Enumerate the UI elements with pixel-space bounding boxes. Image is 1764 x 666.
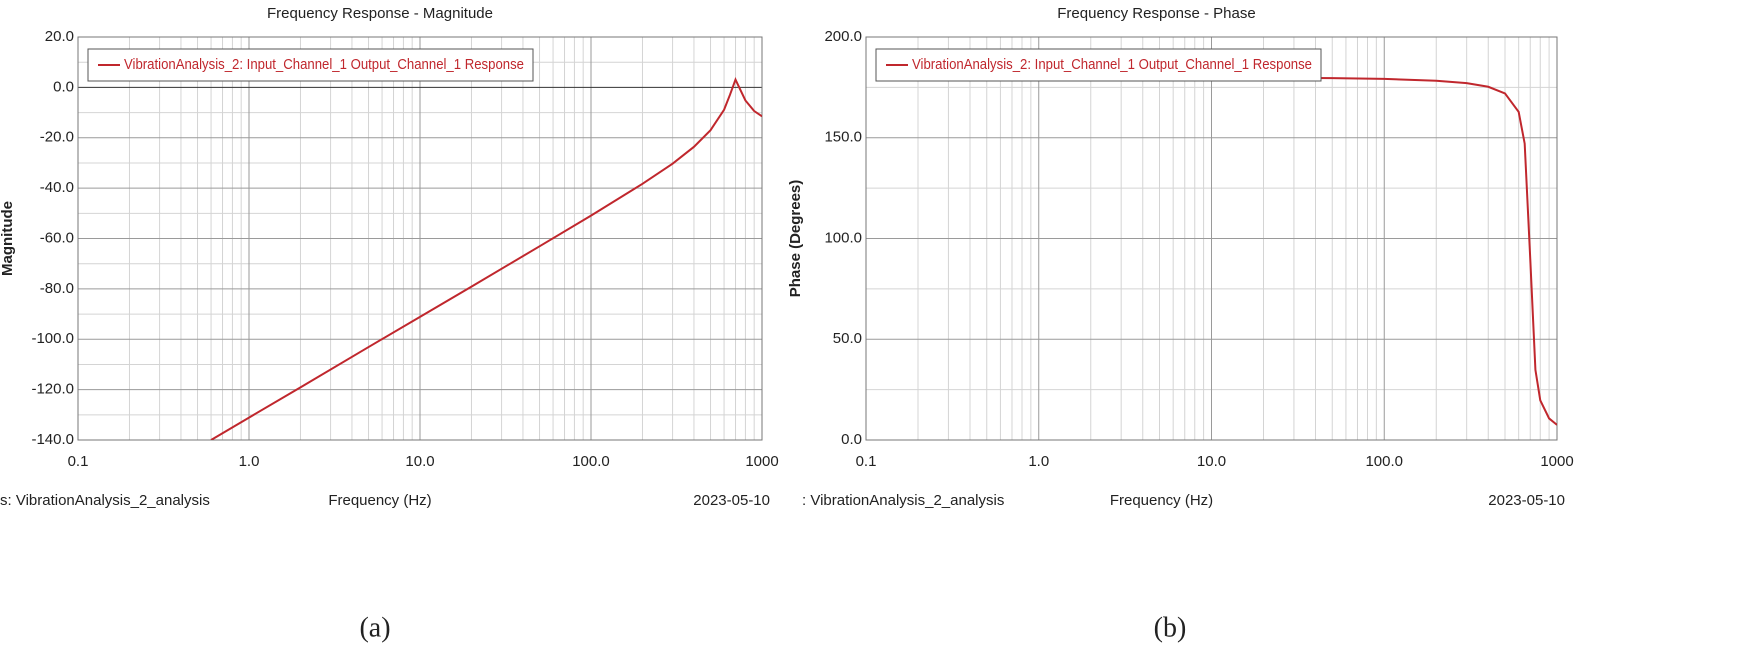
x-tick-label: 0.1	[68, 453, 89, 470]
y-tick-label: 0.0	[53, 78, 74, 95]
legend-box	[87, 48, 534, 82]
caption: (a)	[359, 612, 390, 643]
y-tick-label: 200.0	[824, 28, 862, 45]
y-tick-label: 100.0	[824, 229, 862, 246]
legend-label: VibrationAnalysis_2: Input_Channel_1 Out…	[124, 56, 524, 73]
y-tick-label: -40.0	[40, 179, 74, 196]
y-tick-label: -60.0	[40, 229, 74, 246]
footer-left: : VibrationAnalysis_2_analysis	[802, 492, 1004, 509]
x-axis-label: Frequency (Hz)	[1110, 492, 1213, 509]
chart: 0.1 1.0 10.0 100.0 1000 0.0 50.0 100.0 150.0 200.…	[787, 5, 1574, 643]
caption: (b)	[1154, 612, 1187, 643]
x-tick-label: 10.0	[1197, 453, 1226, 470]
chart-title: Frequency Response - Phase	[1057, 5, 1255, 22]
y-tick-label: 20.0	[45, 28, 74, 45]
y-tick-label: 50.0	[833, 330, 862, 347]
y-tick-label: -100.0	[31, 330, 74, 347]
y-tick-label: -140.0	[31, 431, 74, 448]
chart-title: Frequency Response - Magnitude	[267, 5, 493, 22]
plot-frame	[77, 36, 763, 441]
footer-right: 2023-05-10	[693, 492, 770, 509]
y-axis-label: Magnitude	[0, 201, 16, 276]
footer-right: 2023-05-10	[1488, 492, 1565, 509]
chart: 0.1 1.0 10.0 100.0 1000 20.0 0.0 -20.0 -40.0 -60.…	[0, 5, 779, 643]
x-tick-label: 1000	[745, 453, 778, 470]
footer-left: s: VibrationAnalysis_2_analysis	[0, 492, 210, 509]
y-axis-label: Phase (Degrees)	[787, 180, 804, 298]
x-tick-label: 1.0	[239, 453, 260, 470]
legend-box	[875, 48, 1322, 82]
y-tick-label: -120.0	[31, 381, 74, 398]
response-line	[210, 76, 762, 440]
plot-frame	[865, 36, 1558, 441]
x-tick-label: 100.0	[572, 453, 610, 470]
y-tick-label: 0.0	[841, 431, 862, 448]
x-tick-label: 0.1	[856, 453, 877, 470]
x-tick-label: 1.0	[1028, 453, 1049, 470]
x-tick-label: 100.0	[1365, 453, 1403, 470]
x-tick-label: 1000	[1540, 453, 1573, 470]
x-tick-label: 10.0	[405, 453, 434, 470]
x-axis-label: Frequency (Hz)	[328, 492, 431, 509]
y-tick-label: -20.0	[40, 129, 74, 146]
legend-label: VibrationAnalysis_2: Input_Channel_1 Out…	[912, 56, 1312, 73]
y-tick-label: -80.0	[40, 280, 74, 297]
y-tick-label: 150.0	[824, 129, 862, 146]
